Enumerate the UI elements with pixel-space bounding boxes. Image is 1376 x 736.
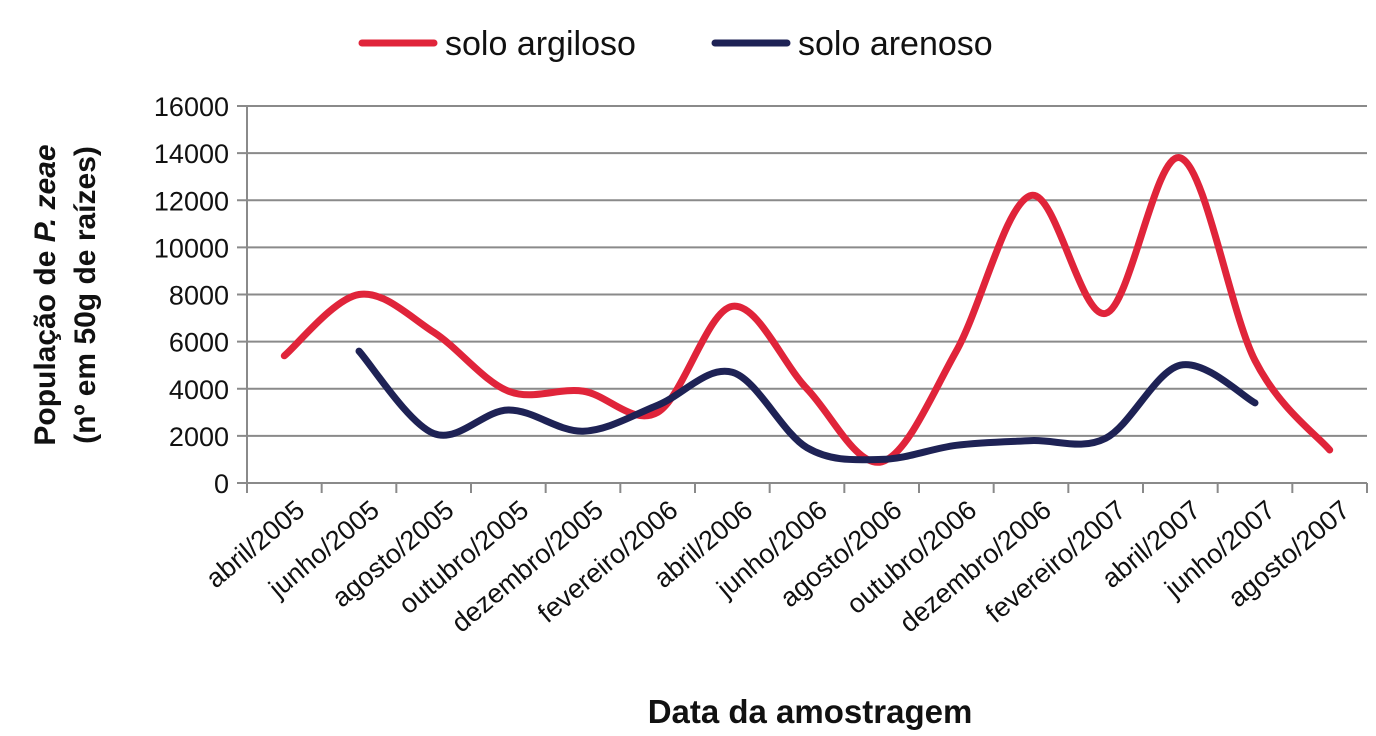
y-tick-label: 8000 bbox=[169, 281, 229, 311]
legend-label-solo-argiloso: solo argiloso bbox=[445, 25, 636, 63]
series-lines bbox=[280, 154, 1334, 466]
svg-text:População de P. zeae: População de P. zeae bbox=[29, 144, 62, 445]
y-tick-label: 0 bbox=[214, 469, 229, 499]
series-line-solo-arenoso bbox=[355, 347, 1259, 464]
x-axis: abril/2005junho/2005agosto/2005outubro/2… bbox=[200, 482, 1368, 638]
y-tick-label: 4000 bbox=[169, 375, 229, 405]
y-tick-label: 16000 bbox=[154, 92, 229, 122]
y-axis-title-line1-prefix: População de bbox=[29, 242, 62, 445]
x-axis-title: Data da amostragem bbox=[648, 693, 973, 730]
y-axis: 0 2000 4000 6000 8000 10000 12000 14000 16000 bbox=[154, 92, 248, 499]
gridlines bbox=[247, 105, 1367, 437]
y-tick-label: 2000 bbox=[169, 422, 229, 452]
y-axis-title-line1-species: P. zeae bbox=[29, 144, 62, 242]
y-tick-label: 14000 bbox=[154, 139, 229, 169]
y-tick-label: 10000 bbox=[154, 233, 229, 263]
y-tick-label: 12000 bbox=[154, 186, 229, 216]
legend: solo argiloso solo arenoso bbox=[358, 25, 993, 63]
legend-label-solo-arenoso: solo arenoso bbox=[798, 25, 993, 63]
series-line-solo-argiloso bbox=[280, 154, 1334, 466]
y-axis-title: População de P. zeae (nº em 50g de raíze… bbox=[29, 144, 102, 445]
y-axis-title-line2: (nº em 50g de raízes) bbox=[69, 146, 102, 444]
y-tick-label: 6000 bbox=[169, 328, 229, 358]
